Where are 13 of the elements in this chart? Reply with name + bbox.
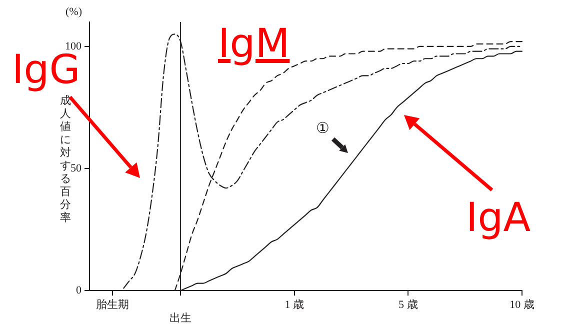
- x-tick-label: 出生: [170, 311, 192, 324]
- x-tick-label: 胎生期: [96, 298, 129, 312]
- text: (%): [66, 6, 82, 18]
- x-tick-label: 5 歳: [398, 298, 418, 312]
- y-tick-label: 100: [65, 40, 82, 52]
- text: 成人値に対する百分率: [60, 95, 71, 224]
- x-tick-label: 1 歳: [284, 298, 304, 312]
- text: IgA: [466, 195, 531, 241]
- annotation: ①: [316, 120, 329, 138]
- series-label: IgM: [218, 21, 290, 67]
- y-tick-label: 50: [70, 162, 82, 174]
- y-tick-label: 0: [76, 284, 82, 296]
- x-tick-label: 10 歳: [510, 298, 534, 312]
